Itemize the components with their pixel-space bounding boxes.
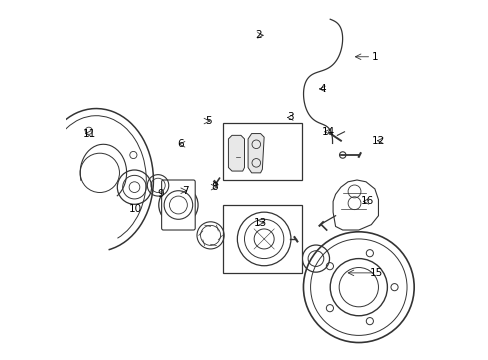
Text: 10: 10 bbox=[129, 203, 142, 213]
Text: 5: 5 bbox=[205, 116, 212, 126]
Text: 8: 8 bbox=[210, 182, 217, 192]
Text: 2: 2 bbox=[255, 30, 262, 40]
Text: 14: 14 bbox=[321, 127, 334, 137]
Polygon shape bbox=[228, 135, 244, 171]
Text: 9: 9 bbox=[157, 189, 163, 199]
Text: 1: 1 bbox=[371, 52, 377, 62]
Text: 13: 13 bbox=[253, 218, 266, 228]
Polygon shape bbox=[247, 134, 264, 173]
Text: 6: 6 bbox=[177, 139, 183, 149]
Polygon shape bbox=[332, 180, 378, 230]
Text: 4: 4 bbox=[319, 84, 325, 94]
Text: 3: 3 bbox=[287, 112, 294, 122]
Text: 15: 15 bbox=[369, 268, 383, 278]
FancyBboxPatch shape bbox=[162, 180, 195, 230]
Text: 7: 7 bbox=[182, 186, 188, 196]
Bar bbox=[223, 123, 301, 180]
Bar bbox=[223, 205, 301, 273]
Circle shape bbox=[164, 191, 192, 219]
Text: 11: 11 bbox=[82, 129, 96, 139]
Text: 12: 12 bbox=[371, 136, 384, 146]
Text: 16: 16 bbox=[360, 197, 374, 206]
